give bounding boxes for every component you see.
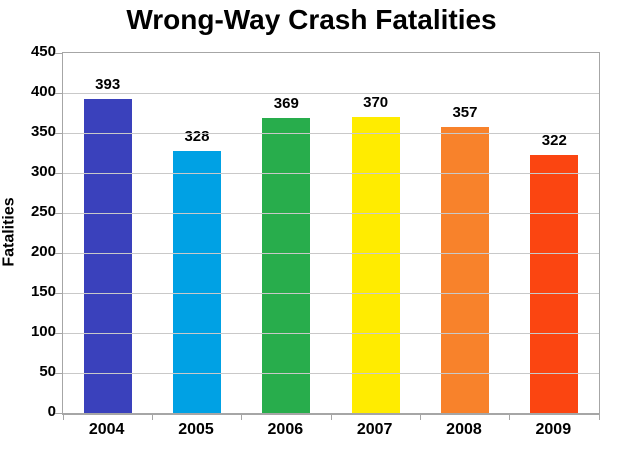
y-tick-mark <box>55 412 62 414</box>
plot-area: 393 328 369 370 357 322 <box>55 52 600 420</box>
x-tick-mark <box>241 413 243 420</box>
chart-title: Wrong-Way Crash Fatalities <box>126 4 497 35</box>
bars-row: 393 328 369 370 357 322 <box>63 53 599 413</box>
bar <box>83 98 132 413</box>
x-tick-label: 2009 <box>535 421 572 438</box>
bar-cell: 393 <box>63 53 152 413</box>
x-tick-label: 2008 <box>446 421 482 438</box>
gridline <box>63 253 599 254</box>
bar-cell: 322 <box>510 53 599 413</box>
bar-value-label: 370 <box>363 94 389 111</box>
y-tick-label: 100 <box>30 323 56 340</box>
bar <box>351 117 400 413</box>
y-tick-mark <box>55 52 62 54</box>
x-tick-mark <box>62 413 64 420</box>
gridline <box>63 333 599 334</box>
y-tick-label: 400 <box>30 83 56 100</box>
y-tick-label: 350 <box>30 123 56 140</box>
bar <box>262 117 311 413</box>
bar <box>440 127 489 413</box>
gridline <box>63 173 599 174</box>
gridline <box>63 133 599 134</box>
bar <box>172 150 221 413</box>
x-tick-mark <box>330 413 332 420</box>
bar-cell: 357 <box>420 53 509 413</box>
y-tick-label: 300 <box>30 163 56 180</box>
y-tick-mark <box>55 172 62 174</box>
gridline <box>63 93 599 94</box>
gridline <box>63 293 599 294</box>
bar-value-label: 357 <box>452 104 478 122</box>
y-tick-mark <box>55 292 62 294</box>
y-axis-ticks: 0 50 100 150 200 250 300 350 400 450 <box>0 43 56 420</box>
y-tick-label: 150 <box>30 283 56 300</box>
y-tick-label: 250 <box>30 203 56 220</box>
y-tick-label: 0 <box>47 403 56 420</box>
x-tick-label: 2007 <box>356 421 393 438</box>
x-tick-mark <box>509 413 511 420</box>
y-tick-label: 50 <box>39 363 56 380</box>
bar <box>530 155 579 413</box>
y-tick-label: 450 <box>30 43 56 60</box>
x-tick-label: 2006 <box>267 421 304 438</box>
gridline <box>63 213 599 214</box>
y-tick-mark <box>55 92 62 94</box>
bar-value-label: 322 <box>541 132 567 150</box>
y-tick-mark <box>55 252 62 254</box>
bar-cell: 369 <box>242 53 331 413</box>
y-tick-mark <box>55 332 62 334</box>
gridline <box>63 373 599 374</box>
bar-value-label: 369 <box>273 94 299 112</box>
x-axis-labels: 2004 2005 2006 2007 2008 2009 <box>62 421 598 439</box>
x-tick-label: 2004 <box>88 421 125 438</box>
bar-value-label: 328 <box>184 127 210 145</box>
x-tick-mark <box>151 413 153 420</box>
x-tick-mark <box>419 413 421 420</box>
bar-cell: 370 <box>331 53 420 413</box>
bar-cell: 328 <box>152 53 241 413</box>
y-tick-label: 200 <box>30 243 56 260</box>
y-tick-mark <box>55 212 62 214</box>
y-tick-mark <box>55 372 62 374</box>
x-tick-label: 2005 <box>178 421 214 438</box>
x-tick-mark <box>598 413 600 420</box>
bar-value-label: 393 <box>95 75 121 93</box>
y-tick-mark <box>55 132 62 134</box>
